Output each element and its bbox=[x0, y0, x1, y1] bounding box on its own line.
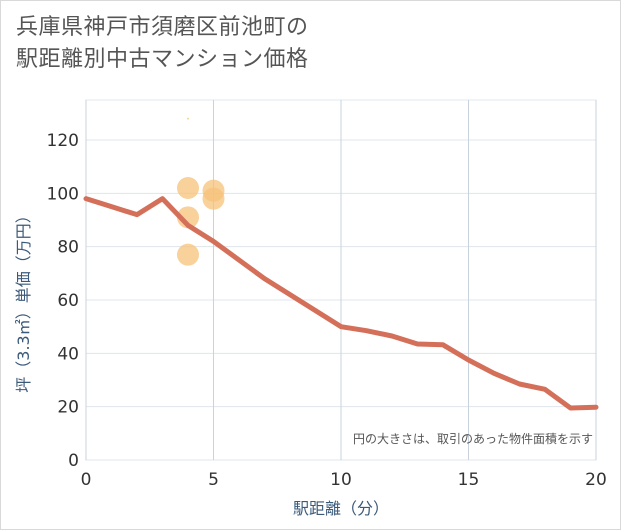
y-tick-label: 80 bbox=[57, 238, 79, 258]
scatter-point bbox=[202, 187, 225, 210]
chart-note: 円の大きさは、取引のあった物件面積を示す bbox=[353, 431, 593, 446]
y-tick-label: 100 bbox=[47, 184, 79, 204]
x-axis-title: 駅距離（分） bbox=[293, 499, 389, 518]
average-price-line bbox=[83, 196, 599, 411]
chart-title: 兵庫県神戸市須磨区前池町の 駅距離別中古マンション価格 bbox=[16, 12, 309, 76]
chart-title-line1: 兵庫県神戸市須磨区前池町の bbox=[16, 15, 309, 40]
grid bbox=[85, 100, 597, 461]
x-tick-label: 20 bbox=[585, 470, 607, 490]
scatter-point bbox=[177, 243, 199, 266]
x-ticks: 0 5 10 15 20 bbox=[81, 470, 607, 490]
x-tick-label: 15 bbox=[458, 470, 480, 490]
y-tick-label: 120 bbox=[47, 131, 79, 151]
scatter-series bbox=[177, 117, 225, 266]
y-tick-label: 20 bbox=[57, 398, 79, 418]
scatter-point bbox=[177, 177, 199, 199]
y-ticks: 0 20 40 60 80 100 120 bbox=[47, 131, 79, 471]
x-tick-label: 0 bbox=[81, 470, 92, 490]
x-tick-label: 5 bbox=[208, 470, 219, 490]
chart-title-line2: 駅距離別中古マンション価格 bbox=[16, 47, 309, 72]
y-tick-label: 40 bbox=[57, 344, 79, 364]
y-axis-title: 坪（3.3㎡）単価（万円） bbox=[14, 207, 33, 392]
y-tick-label: 0 bbox=[68, 451, 79, 471]
y-tick-label: 60 bbox=[57, 291, 79, 311]
x-tick-label: 10 bbox=[330, 470, 352, 490]
scatter-point bbox=[187, 117, 189, 120]
